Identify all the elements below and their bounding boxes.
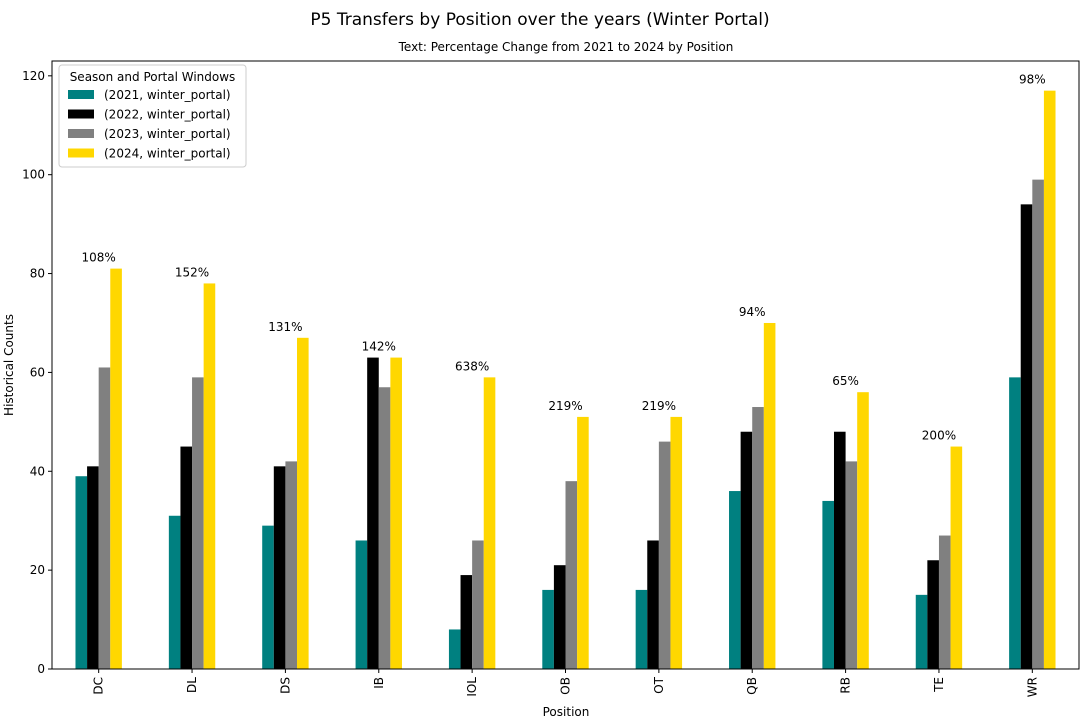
x-tick-label-IOL: IOL (465, 677, 479, 697)
bar-WR-series-2 (1020, 204, 1033, 669)
y-tick-label: 40 (30, 464, 45, 478)
x-tick-label-TE: TE (932, 677, 946, 693)
bar-IOL-series-3 (472, 540, 484, 669)
bar-DS-series-1 (262, 525, 274, 669)
pct-change-label-WR: 98% (1019, 73, 1046, 87)
bar-TE-series-3 (938, 535, 951, 669)
pct-change-label-OT: 219% (642, 399, 676, 413)
legend-label-4: (2024, winter_portal) (104, 147, 231, 161)
bar-DC-series-3 (98, 367, 111, 669)
legend-label-2: (2022, winter_portal) (104, 108, 231, 122)
bar-TE-series-4 (950, 446, 963, 669)
bar-QB-series-4 (763, 322, 776, 669)
y-tick-label: 120 (22, 69, 45, 83)
bar-OT-series-4 (670, 416, 683, 669)
bar-DS-series-3 (285, 461, 298, 669)
x-tick-label-OB: OB (559, 677, 573, 695)
pct-change-label-QB: 94% (739, 305, 766, 319)
y-tick-label: 100 (22, 168, 45, 182)
bar-DC-series-1 (75, 476, 88, 669)
bar-DL-series-1 (168, 515, 181, 669)
legend: Season and Portal Windows (2021, winter_p… (58, 64, 247, 168)
legend-label-1: (2021, winter_portal) (104, 88, 231, 102)
chart-title: P5 Transfers by Position over the years … (310, 10, 769, 30)
pct-change-label-RB: 65% (832, 374, 859, 388)
legend-title: Season and Portal Windows (70, 70, 236, 84)
bar-IOL-series-1 (448, 629, 461, 669)
x-tick-label-DC: DC (92, 677, 106, 695)
bar-IB-series-4 (390, 357, 402, 669)
legend-swatch-2 (68, 109, 94, 119)
pct-change-label-IOL: 638% (455, 359, 489, 373)
bar-OB-series-4 (577, 416, 589, 669)
bar-WR-series-3 (1032, 179, 1044, 669)
bar-OB-series-3 (565, 481, 578, 669)
chart-subtitle: Text: Percentage Change from 2021 to 202… (398, 40, 734, 54)
pct-change-label-DL: 152% (175, 265, 209, 279)
pct-change-label-DS: 131% (268, 320, 302, 334)
bar-QB-series-3 (752, 407, 764, 669)
x-tick-label-DL: DL (185, 677, 199, 693)
pct-change-label-DC: 108% (82, 251, 116, 265)
pct-change-label-OB: 219% (548, 399, 582, 413)
y-tick-label: 80 (30, 267, 45, 281)
bar-DC-series-4 (110, 268, 122, 669)
pct-change-label-TE: 200% (922, 429, 956, 443)
x-tick-label-QB: QB (745, 677, 759, 695)
bar-IB-series-2 (367, 357, 379, 669)
x-tick-label-DS: DS (278, 677, 292, 694)
pct-change-label-IB: 142% (362, 340, 396, 354)
bar-TE-series-2 (927, 560, 939, 669)
bar-DL-series-3 (192, 377, 204, 669)
y-tick-label: 60 (30, 365, 45, 379)
bar-DS-series-2 (273, 466, 286, 669)
bar-IB-series-1 (355, 540, 368, 669)
bar-IOL-series-2 (460, 575, 473, 669)
x-tick-label-OT: OT (652, 676, 666, 693)
plot-area: 108% 152% 131% 142% 638% 219% 219% 94% 65% 200% 98… (22, 60, 1080, 697)
bar-IB-series-3 (378, 387, 391, 669)
legend-swatch-4 (68, 148, 94, 158)
x-tick-label-WR: WR (1025, 677, 1039, 697)
y-axis-title: Historical Counts (2, 314, 16, 416)
x-tick-label-RB: RB (839, 677, 853, 694)
bar-QB-series-2 (740, 431, 753, 669)
y-tick-label: 0 (37, 662, 45, 676)
bar-DS-series-4 (297, 337, 309, 669)
bar-OB-series-1 (542, 589, 554, 669)
bar-WR-series-4 (1043, 90, 1056, 669)
bar-OT-series-1 (635, 589, 648, 669)
bar-RB-series-1 (822, 500, 834, 669)
bar-WR-series-1 (1009, 377, 1021, 669)
bar-DL-series-2 (180, 446, 193, 669)
bar-RB-series-2 (833, 431, 846, 669)
bar-IOL-series-4 (483, 377, 496, 669)
bar-OT-series-3 (658, 441, 671, 669)
x-axis-title: Position (543, 705, 590, 719)
bar-TE-series-1 (915, 594, 928, 669)
y-tick-label: 20 (30, 563, 45, 577)
bar-RB-series-4 (857, 392, 869, 669)
legend-swatch-3 (68, 129, 94, 138)
bar-QB-series-1 (729, 491, 741, 669)
bar-DC-series-2 (87, 466, 99, 669)
bar-OT-series-2 (647, 540, 659, 669)
x-tick-label-IB: IB (372, 677, 386, 689)
bar-OB-series-2 (553, 565, 566, 669)
legend-swatch-1 (68, 90, 94, 99)
bar-RB-series-3 (845, 461, 858, 669)
bar-DL-series-4 (203, 283, 216, 669)
legend-label-3: (2023, winter_portal) (104, 127, 231, 141)
legend-box (58, 64, 247, 168)
